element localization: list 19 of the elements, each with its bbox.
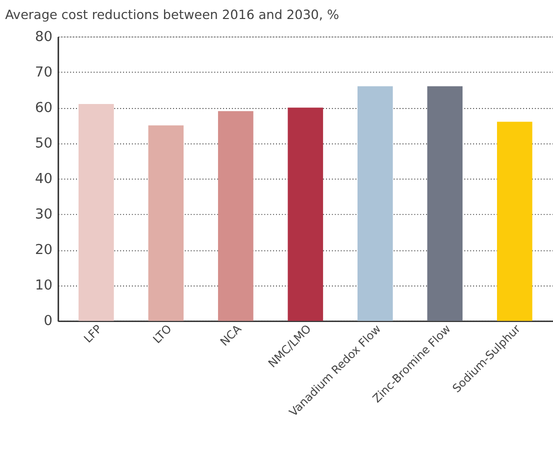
x-tick-label: LFP: [82, 322, 105, 346]
x-tick-label: LTO: [150, 322, 174, 346]
bar: [427, 86, 463, 321]
bar: [218, 111, 254, 321]
bar: [358, 86, 393, 321]
chart-title: Average cost reductions between 2016 and 2030, %: [5, 8, 340, 23]
y-tick-label: 40: [34, 171, 52, 188]
bar: [148, 125, 184, 321]
y-tick-label: 20: [34, 242, 52, 258]
bar: [288, 108, 324, 321]
y-tick-label: 60: [34, 100, 52, 116]
y-tick-label: 70: [34, 64, 52, 80]
y-tick-label: 30: [34, 206, 52, 223]
y-tick-label: 80: [34, 28, 52, 45]
y-tick-label: 50: [34, 136, 52, 152]
y-tick-label: 0: [44, 313, 52, 330]
bar: [496, 122, 532, 321]
y-tick-label: 10: [34, 278, 52, 294]
bar: [78, 104, 114, 321]
